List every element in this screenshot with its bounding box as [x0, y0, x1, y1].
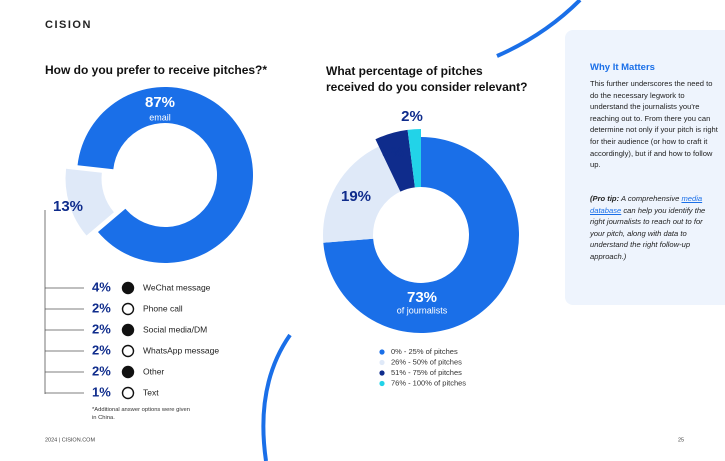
icon: [121, 365, 135, 379]
breakdown-value: 4%: [92, 279, 111, 294]
tip-text: A comprehensive: [620, 194, 680, 203]
value-label: 5%: [382, 144, 404, 161]
legend-label: 51% - 75% of pitches: [391, 368, 462, 377]
pie-slice: [323, 146, 401, 243]
legend-label: 26% - 50% of pitches: [391, 357, 462, 366]
breakdown-value: 2%: [92, 363, 111, 378]
chart-title: What percentage of pitches received do y…: [326, 64, 528, 94]
legend-swatch: [379, 370, 385, 376]
breakdown-label: Phone call: [143, 303, 183, 313]
icon: [121, 323, 135, 337]
pie-slice: [407, 129, 421, 188]
decor-arc: [261, 333, 292, 461]
breakdown-label: Other: [143, 366, 164, 376]
page-number: 25: [678, 437, 684, 443]
tip-link[interactable]: media database: [590, 194, 703, 215]
icon: [121, 281, 135, 295]
icon: [121, 302, 135, 316]
icon: [121, 344, 135, 358]
legend-swatch: [379, 359, 385, 366]
pie-slice: [65, 168, 114, 236]
slice-label: email: [149, 112, 171, 122]
breakdown-label: WeChat message: [143, 282, 211, 292]
legend-label: 76% - 100% of pitches: [391, 378, 466, 387]
value-label: 2%: [401, 108, 423, 125]
decor-arc: [496, 0, 582, 58]
pie-slice: [323, 137, 520, 333]
sidebar-title: Why It Matters: [590, 62, 655, 73]
value-label: 19%: [341, 188, 371, 205]
breakdown-value: 2%: [92, 342, 111, 357]
icon: [121, 386, 135, 400]
breakdown-label: Text: [143, 387, 159, 397]
chart-title: How do you prefer to receive pitches?*: [45, 63, 268, 77]
tip-lead: (Pro tip:: [590, 194, 620, 203]
value-label: 73%: [407, 289, 437, 306]
breakdown-value: 2%: [92, 300, 111, 315]
breakdown-label: Social media/DM: [143, 324, 207, 334]
breakdown-label: WhatsApp message: [143, 345, 219, 355]
footer-left: 2024 | CISION.COM: [45, 437, 95, 443]
pie-slice: [77, 87, 254, 263]
legend-swatch: [379, 349, 385, 355]
sidebar: Why It Matters This further underscores …: [565, 30, 725, 305]
tip-text: can help you identify the right journali…: [590, 205, 706, 261]
sidebar-body: This further underscores the need to do …: [590, 79, 718, 170]
footnote: *Additional answer options were given in…: [92, 407, 190, 421]
value-label: 87%: [145, 94, 175, 111]
legend-label: 0% - 25% of pitches: [391, 347, 458, 356]
breakdown-value: 2%: [92, 321, 111, 336]
legend-swatch: [379, 380, 385, 387]
logo: CISION: [45, 19, 92, 31]
annotation: of journalists: [397, 305, 448, 315]
value-label: 13%: [53, 198, 83, 215]
pie-slice: [375, 129, 415, 192]
breakdown-value: 1%: [92, 384, 111, 399]
pro-tip: (Pro tip: A comprehensive media database…: [590, 193, 718, 263]
